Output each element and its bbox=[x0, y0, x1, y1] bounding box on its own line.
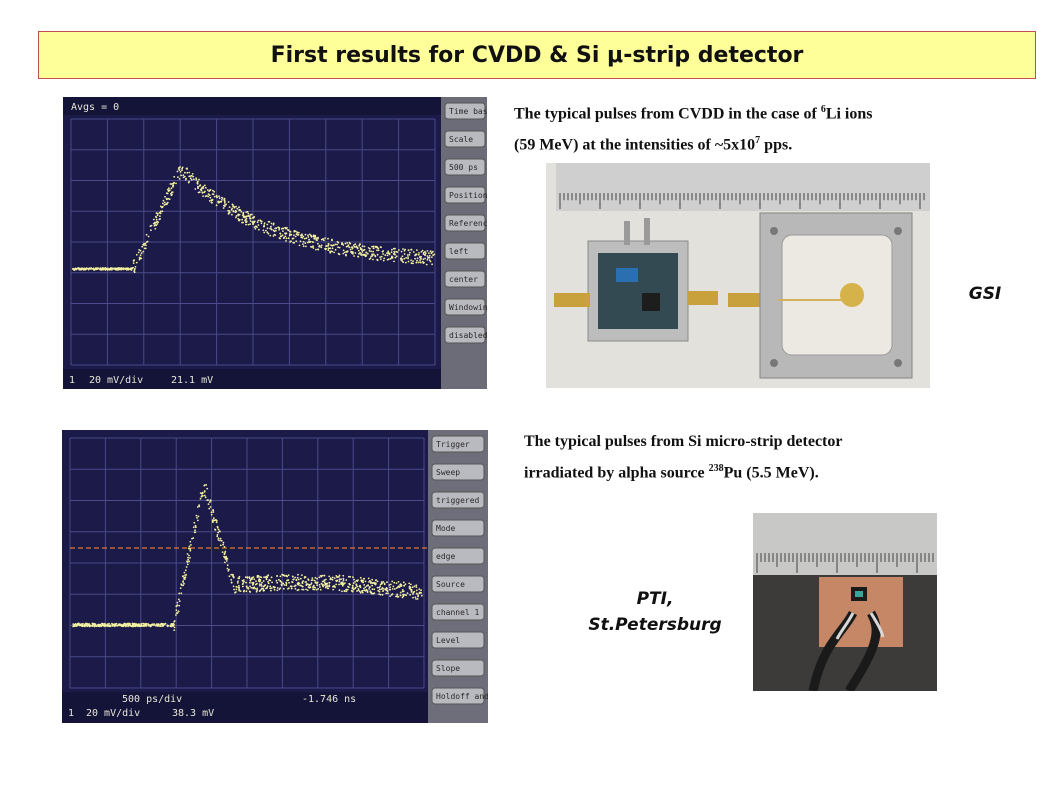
scope-side-menu-label: center bbox=[449, 275, 478, 284]
scope-side-menu-label: 500 ps bbox=[449, 163, 478, 172]
gsi-label: GSI bbox=[968, 284, 1002, 304]
scope-side-menu-label: disabled bbox=[449, 331, 487, 340]
scope-scale-readout: 20 mV/div bbox=[89, 375, 143, 386]
cvdd-caption: The typical pulses from CVDD in the case… bbox=[514, 104, 873, 154]
scope-side-menu-label: Holdoff and bbox=[436, 692, 488, 701]
scope-channel-number: 1 bbox=[68, 708, 74, 719]
si-caption: The typical pulses from Si micro-strip d… bbox=[524, 433, 843, 482]
scope-side-menu-label: Windowing bbox=[449, 303, 487, 312]
scope-side-menu-label: Slope bbox=[436, 664, 460, 673]
pti-label: PTI, St.Petersburg bbox=[588, 589, 722, 635]
scope-side-menu-label: Mode bbox=[436, 524, 455, 533]
scope-side-menu-label: Position bbox=[449, 191, 487, 200]
scope-side-menu-label: Trigger bbox=[436, 440, 470, 449]
scope-channel-number: 1 bbox=[69, 375, 75, 386]
scope-side-menu-label: Reference bbox=[449, 219, 487, 228]
si-oscilloscope-photo: 500 ps/div -1.746 ns 1 20 mV/div 38.3 mV… bbox=[62, 430, 488, 723]
si-detector-photo bbox=[753, 513, 937, 691]
scope-side-menu-label: channel 1 bbox=[436, 608, 480, 617]
scope-side-menu-label: triggered bbox=[436, 496, 480, 505]
scope-side-menu-label: Source bbox=[436, 580, 465, 589]
cvdd-oscilloscope-photo: Avgs = 0 1 20 mV/div 21.1 mV Time base Sc… bbox=[63, 97, 487, 389]
scope-time-offset-readout: -1.746 ns bbox=[302, 694, 356, 705]
scope-avgs-readout: Avgs = 0 bbox=[71, 102, 119, 113]
slide-title-box: First results for CVDD & Si μ-strip dete… bbox=[38, 31, 1036, 79]
scope-time-div-readout: 500 ps/div bbox=[122, 694, 182, 705]
scope-side-menu-label: left bbox=[449, 247, 468, 256]
slide-title: First results for CVDD & Si μ-strip dete… bbox=[270, 42, 804, 68]
scope-scale-readout: 20 mV/div bbox=[86, 708, 140, 719]
scope-value-readout: 38.3 mV bbox=[172, 708, 214, 719]
scope-side-menu-label: Sweep bbox=[436, 468, 460, 477]
scope-side-menu-label: Scale bbox=[449, 135, 473, 144]
scope-side-menu-label: Level bbox=[436, 636, 460, 645]
cvdd-detector-photo bbox=[546, 163, 930, 388]
scope-value-readout: 21.1 mV bbox=[171, 375, 213, 386]
scope-side-menu-label: edge bbox=[436, 552, 455, 561]
scope-side-menu-label: Time base bbox=[449, 107, 487, 116]
